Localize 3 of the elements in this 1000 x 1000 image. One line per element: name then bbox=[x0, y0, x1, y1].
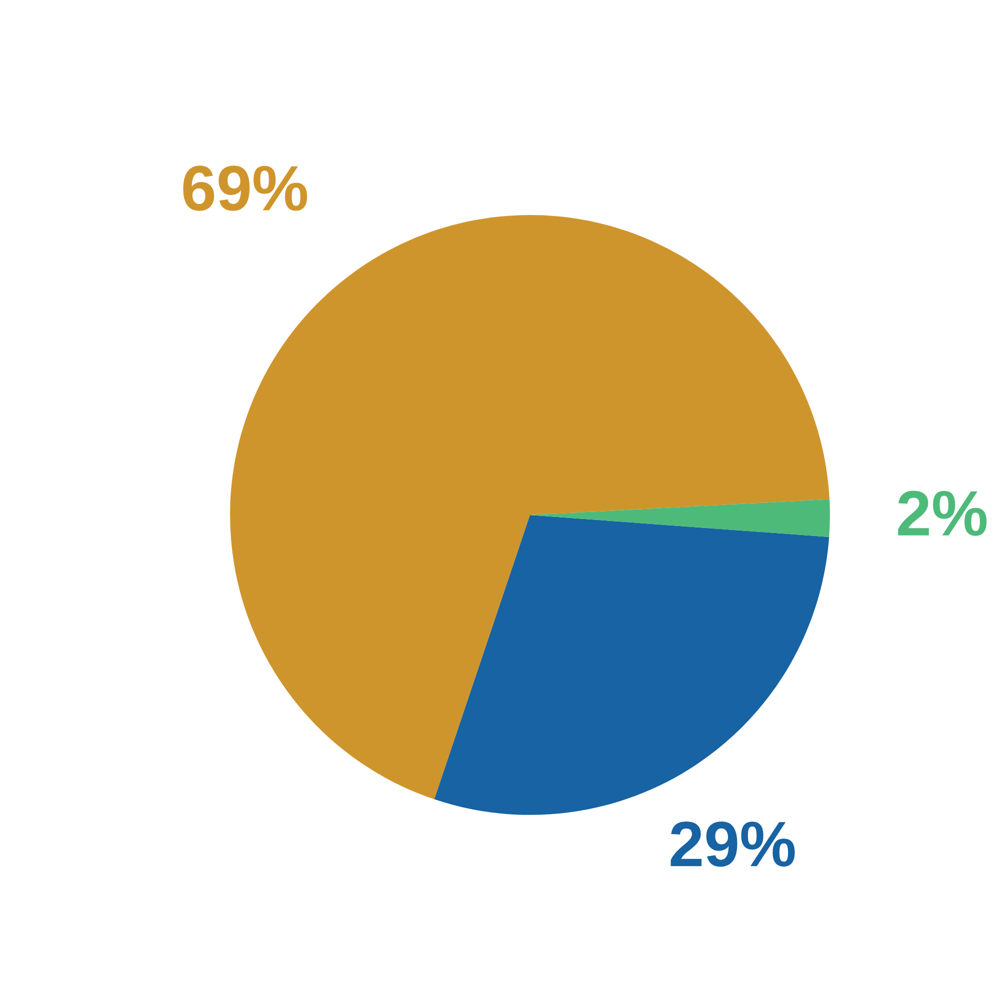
data-label: 2% bbox=[898, 490, 987, 536]
data-label: 69% bbox=[183, 166, 308, 211]
data-label: 29% bbox=[670, 821, 795, 867]
